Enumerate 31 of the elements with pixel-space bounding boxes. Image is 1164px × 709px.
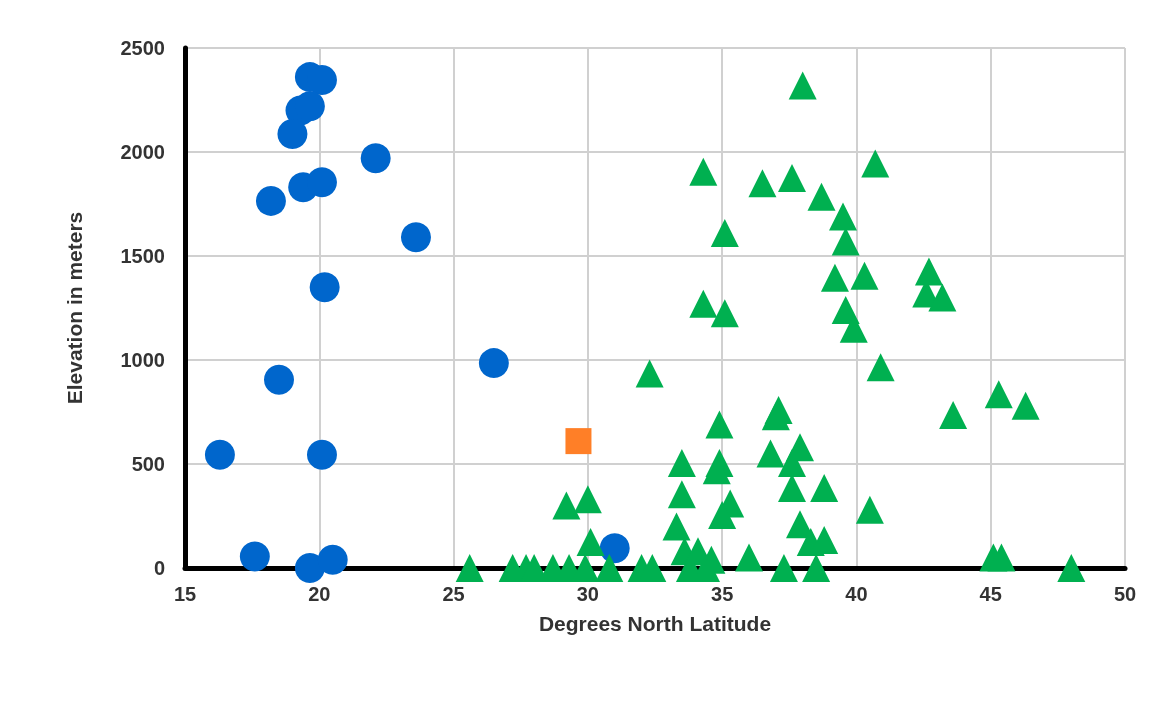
point xyxy=(204,439,235,470)
point xyxy=(599,533,630,564)
x-tick-label: 35 xyxy=(711,583,734,605)
x-axis-title: Degrees North Latitude xyxy=(538,612,772,635)
y-axis-title: Elevation in meters xyxy=(63,211,86,405)
x-tick-label: 45 xyxy=(979,583,1002,605)
y-tick-label: 1500 xyxy=(120,245,165,267)
y-tick-label: 0 xyxy=(153,557,165,579)
point xyxy=(565,428,592,455)
x-tick-label: 15 xyxy=(173,583,197,605)
x-tick-label: 40 xyxy=(845,583,868,605)
point xyxy=(294,553,325,583)
x-tick-label: 50 xyxy=(1113,583,1137,605)
point xyxy=(401,222,431,253)
point xyxy=(478,348,509,379)
y-tick-label: 500 xyxy=(131,453,165,475)
point xyxy=(264,364,294,395)
y-tick-label: 2500 xyxy=(120,37,165,59)
point xyxy=(307,439,337,470)
point xyxy=(360,143,391,174)
x-tick-label: 25 xyxy=(442,583,465,605)
point xyxy=(309,272,340,303)
point xyxy=(317,544,348,575)
point xyxy=(307,167,337,198)
y-tick-label: 2000 xyxy=(120,141,165,163)
point xyxy=(239,541,270,572)
x-tick-label: 20 xyxy=(308,583,331,605)
x-tick-label: 30 xyxy=(576,583,599,605)
point xyxy=(277,118,308,149)
y-tick-label: 1000 xyxy=(120,349,165,371)
point xyxy=(255,185,286,216)
